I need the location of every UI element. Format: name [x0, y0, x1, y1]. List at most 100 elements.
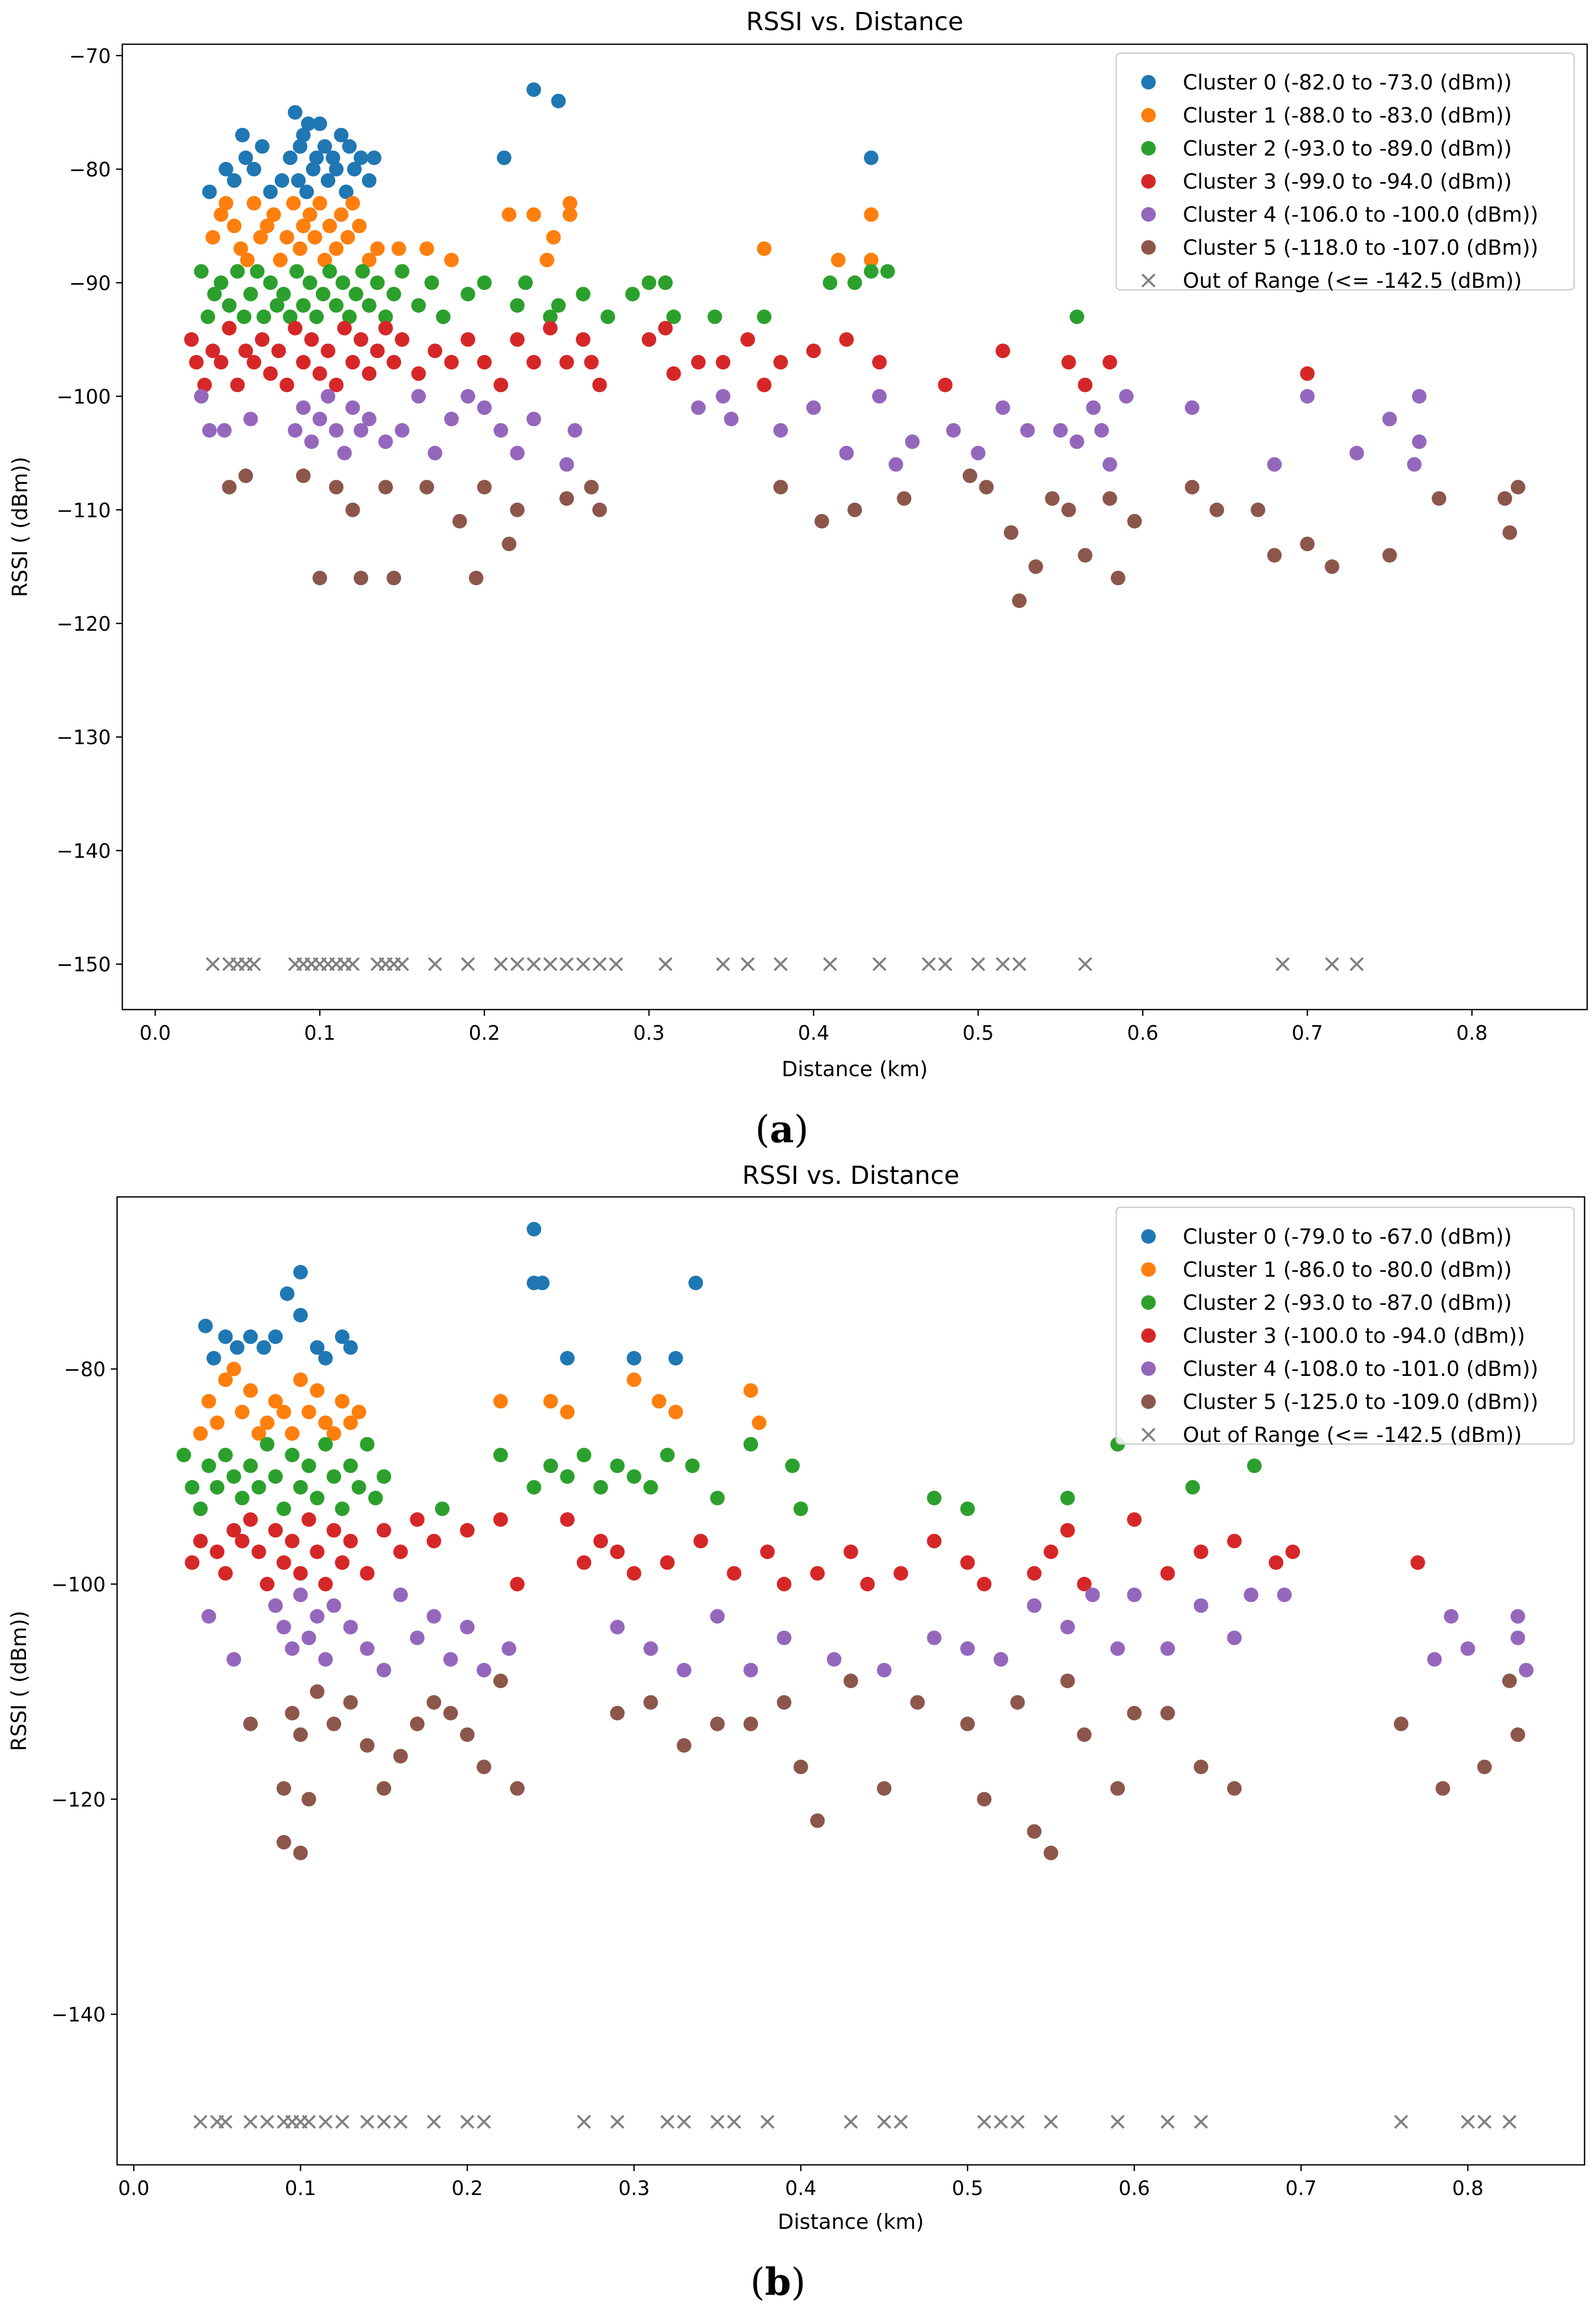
data-point: [593, 1480, 608, 1495]
data-point: [254, 332, 270, 347]
legend-item: Cluster 2 (-93.0 to -89.0 (dBm)): [1141, 137, 1512, 161]
x-tick-label: 0.8: [1452, 2177, 1483, 2200]
data-point: [376, 1663, 391, 1678]
data-point: [229, 1340, 245, 1355]
data-point: [1028, 559, 1043, 574]
y-axis-label: RSSI ( (dBm)): [8, 456, 32, 597]
data-point: [577, 1555, 592, 1570]
data-point: [312, 196, 327, 211]
data-point: [251, 1545, 266, 1559]
data-point: [343, 1619, 358, 1635]
data-point: [227, 219, 242, 234]
data-point: [326, 1523, 341, 1538]
data-point: [329, 298, 344, 313]
out-of-range-marker: [377, 2114, 391, 2129]
data-point: [1510, 1609, 1525, 1624]
data-point: [353, 332, 368, 347]
legend-item: Cluster 5 (-118.0 to -107.0 (dBm)): [1141, 236, 1538, 260]
out-of-range-marker: [360, 2114, 375, 2129]
data-point: [345, 355, 360, 370]
data-point: [688, 1275, 703, 1291]
data-point: [658, 275, 673, 290]
data-point: [1184, 400, 1199, 415]
data-point: [260, 1577, 275, 1591]
data-point: [551, 94, 566, 109]
data-point: [979, 480, 994, 495]
data-point: [318, 1652, 333, 1667]
out-of-range-marker: [609, 957, 623, 972]
data-point: [238, 468, 253, 483]
data-point: [1510, 1727, 1525, 1742]
data-point: [1269, 1555, 1284, 1570]
data-point: [343, 1415, 358, 1430]
data-point: [1412, 389, 1427, 404]
data-point: [237, 309, 252, 324]
data-point: [276, 1781, 291, 1796]
data-point: [676, 1738, 692, 1753]
data-point: [268, 1394, 283, 1409]
data-point: [1053, 423, 1068, 438]
data-point: [493, 1674, 508, 1688]
y-tick-label: −140: [52, 2004, 106, 2026]
data-point: [335, 1555, 350, 1570]
data-point: [296, 127, 311, 143]
series-0: [198, 1222, 703, 1366]
out-of-range-marker: [1110, 2114, 1125, 2129]
data-point: [927, 1534, 942, 1549]
data-point: [293, 1308, 308, 1323]
data-point: [469, 570, 484, 585]
data-point: [1193, 1759, 1208, 1775]
out-of-range-marker: [1012, 957, 1027, 972]
data-point: [353, 150, 368, 165]
data-point: [268, 1469, 283, 1484]
out-of-range-marker: [494, 957, 508, 972]
out-of-range-marker: [1011, 2114, 1025, 2129]
data-point: [1477, 1759, 1492, 1775]
data-point: [276, 1555, 291, 1570]
legend-item: Cluster 3 (-100.0 to -94.0 (dBm)): [1141, 1324, 1525, 1348]
data-point: [240, 252, 255, 267]
legend-box: [1115, 1206, 1575, 1445]
out-of-range-marker: [716, 957, 730, 972]
data-point: [1444, 1609, 1459, 1624]
x-axis-label: Distance (km): [782, 1057, 928, 1081]
out-of-range-marker: [677, 2114, 691, 2129]
data-point: [793, 1501, 808, 1516]
legend-marker: [1141, 1229, 1156, 1244]
data-point: [288, 105, 303, 120]
data-point: [362, 252, 377, 267]
data-point: [193, 1534, 208, 1549]
data-point: [238, 150, 253, 165]
data-point: [393, 1587, 408, 1602]
data-point: [1502, 1674, 1517, 1688]
data-point: [676, 1663, 692, 1678]
data-point: [301, 1405, 316, 1420]
data-point: [310, 1490, 325, 1506]
data-point: [751, 1415, 767, 1430]
data-point: [1102, 491, 1117, 506]
data-point: [293, 1265, 308, 1280]
data-point: [378, 309, 393, 324]
data-point: [1324, 559, 1339, 574]
data-point: [238, 343, 253, 359]
data-point: [1160, 1566, 1175, 1581]
data-point: [1061, 355, 1076, 370]
legend-item: Cluster 4 (-106.0 to -100.0 (dBm)): [1141, 203, 1538, 227]
out-of-range-marker: [592, 957, 607, 972]
data-point: [1382, 548, 1397, 563]
data-point: [773, 355, 788, 370]
data-point: [351, 1480, 366, 1495]
data-point: [243, 412, 258, 427]
y-tick-label: −100: [57, 386, 111, 409]
data-point: [559, 491, 574, 506]
x-tick-label: 0.7: [1292, 1022, 1323, 1044]
data-point: [247, 162, 262, 177]
data-point: [1060, 1523, 1075, 1538]
data-point: [202, 184, 217, 199]
x-tick-label: 0.3: [633, 1022, 665, 1044]
data-points: [176, 1222, 1534, 2129]
data-point: [376, 1469, 391, 1484]
data-point: [235, 1534, 250, 1549]
out-of-range-marker: [727, 2114, 742, 2129]
